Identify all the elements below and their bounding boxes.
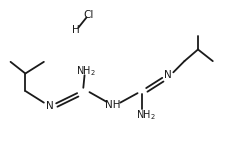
Text: NH: NH: [105, 100, 121, 110]
Text: H: H: [72, 25, 80, 35]
Text: N: N: [164, 70, 172, 80]
Text: NH$_2$: NH$_2$: [136, 108, 156, 122]
Text: NH$_2$: NH$_2$: [76, 64, 96, 78]
Text: N: N: [46, 101, 54, 111]
Text: Cl: Cl: [83, 10, 93, 20]
